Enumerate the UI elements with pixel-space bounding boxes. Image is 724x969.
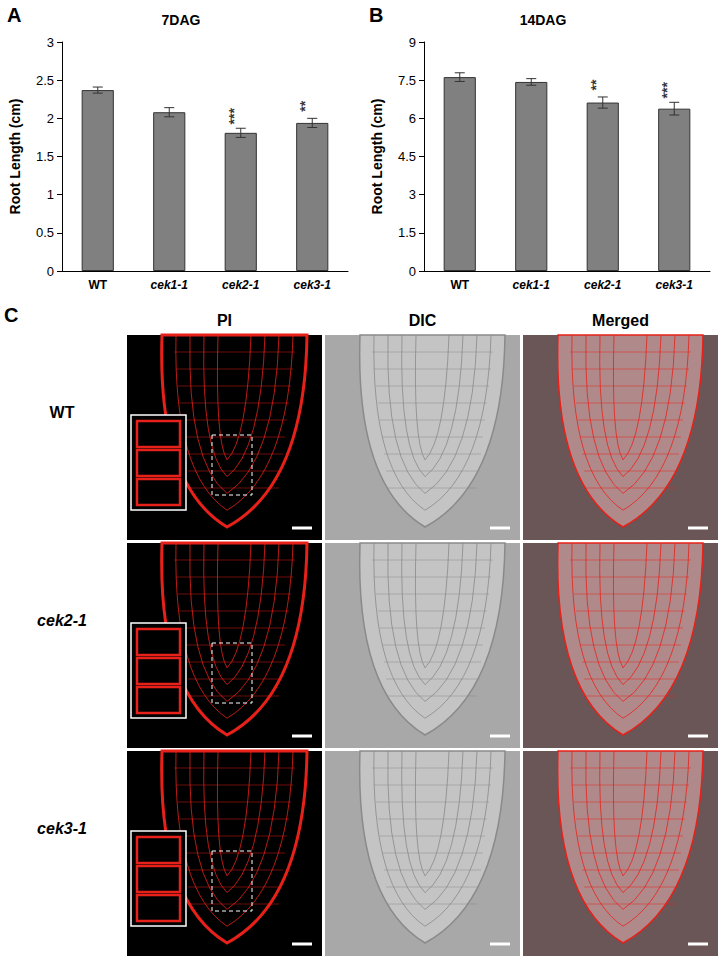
svg-text:cek2-1: cek2-1 xyxy=(37,612,87,629)
svg-text:6: 6 xyxy=(409,111,416,126)
svg-text:cek1-1: cek1-1 xyxy=(151,278,189,292)
svg-text:Root Length (cm): Root Length (cm) xyxy=(369,99,385,215)
svg-text:cek2-1: cek2-1 xyxy=(584,278,622,292)
svg-text:9: 9 xyxy=(409,35,416,50)
svg-text:***: *** xyxy=(659,82,675,99)
svg-text:cek2-1: cek2-1 xyxy=(222,278,260,292)
svg-text:WT: WT xyxy=(450,278,469,292)
svg-text:**: ** xyxy=(588,79,604,90)
svg-text:14DAG: 14DAG xyxy=(520,12,567,28)
svg-text:***: *** xyxy=(226,108,242,125)
svg-text:WT: WT xyxy=(50,404,75,421)
svg-text:WT: WT xyxy=(88,278,107,292)
svg-text:B: B xyxy=(369,4,383,26)
svg-text:2.5: 2.5 xyxy=(36,73,54,88)
svg-text:4.5: 4.5 xyxy=(398,149,416,164)
svg-text:C: C xyxy=(4,304,18,326)
svg-text:1.5: 1.5 xyxy=(36,149,54,164)
svg-text:cek3-1: cek3-1 xyxy=(37,820,87,837)
svg-text:A: A xyxy=(7,4,21,26)
svg-text:7.5: 7.5 xyxy=(398,73,416,88)
svg-text:0.5: 0.5 xyxy=(36,225,54,240)
svg-text:cek3-1: cek3-1 xyxy=(656,278,694,292)
svg-text:0: 0 xyxy=(409,264,416,279)
svg-text:2: 2 xyxy=(47,111,54,126)
svg-text:cek3-1: cek3-1 xyxy=(294,278,332,292)
svg-text:1: 1 xyxy=(47,187,54,202)
svg-text:DIC: DIC xyxy=(409,312,437,329)
svg-text:0: 0 xyxy=(47,264,54,279)
svg-text:3: 3 xyxy=(47,35,54,50)
svg-text:cek1-1: cek1-1 xyxy=(513,278,551,292)
svg-text:7DAG: 7DAG xyxy=(162,12,201,28)
svg-text:PI: PI xyxy=(217,312,232,329)
svg-text:**: ** xyxy=(297,100,313,111)
svg-text:3: 3 xyxy=(409,187,416,202)
svg-text:Merged: Merged xyxy=(592,312,649,329)
svg-text:1.5: 1.5 xyxy=(398,225,416,240)
svg-text:Root Length (cm): Root Length (cm) xyxy=(7,99,23,215)
